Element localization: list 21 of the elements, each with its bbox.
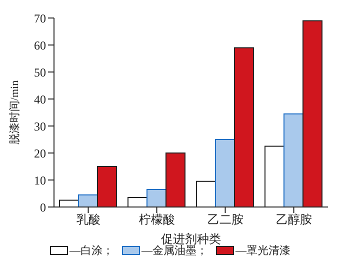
bar — [283, 113, 304, 207]
x-tick-label: 乙二胺 — [207, 212, 244, 227]
x-tick-label: 柠檬酸 — [138, 212, 175, 227]
bar — [214, 139, 235, 207]
y-tick-label: 70 — [34, 11, 46, 26]
y-tick-label: 40 — [34, 92, 46, 106]
x-axis-title: 促进剂种类 — [161, 232, 221, 246]
bar — [78, 194, 98, 207]
y-tick-label: 30 — [34, 119, 46, 134]
legend-label: —白涂； — [70, 244, 114, 258]
y-tick-label: 10 — [34, 173, 46, 188]
x-tick-label: 乳酸 — [76, 212, 100, 227]
bar — [146, 188, 166, 207]
y-tick-label: 0 — [40, 200, 46, 214]
y-axis-title: 脱漆时间/min — [8, 80, 21, 145]
x-tick-label: 乙醇胺 — [276, 212, 312, 227]
legend-label: —金属油墨； — [142, 245, 208, 258]
y-tick-label: 60 — [34, 38, 46, 52]
y-tick-label: 20 — [34, 146, 46, 160]
legend-label: —罩光清漆 — [236, 244, 290, 258]
y-tick-label: 50 — [34, 65, 46, 80]
